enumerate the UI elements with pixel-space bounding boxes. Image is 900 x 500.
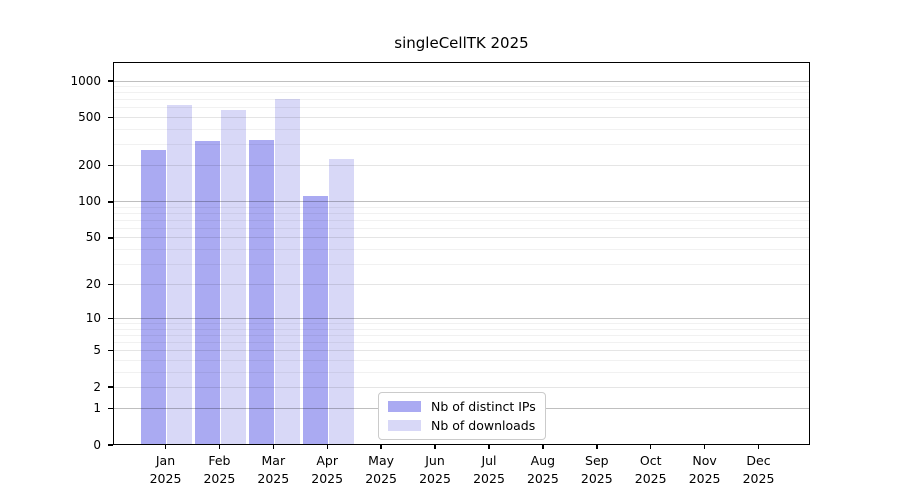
y-tick-label-2: 2 [93, 379, 101, 394]
y-tick-label-20: 20 [85, 277, 101, 292]
x-axis-label-mar: Mar 2025 [257, 453, 290, 486]
y-grid-line [113, 386, 810, 388]
x-tick [649, 445, 652, 449]
y-tick-label-1: 1 [93, 401, 101, 415]
chart-title: singleCellTK 2025 [394, 34, 529, 52]
legend-item-distinct-ips: Nb of distinct IPs [388, 398, 537, 414]
y-grid-line [113, 219, 810, 221]
bar-distinct-ips-feb [194, 140, 220, 445]
y-grid-line [113, 263, 810, 265]
y-tick [108, 283, 113, 286]
y-tick-label-0: 0 [93, 437, 101, 452]
x-tick [488, 445, 490, 449]
y-tick-label-1000: 1000 [70, 73, 101, 88]
y-tick [108, 80, 113, 82]
y-tick [108, 407, 113, 410]
y-grid-line [113, 323, 810, 325]
x-tick [380, 445, 382, 449]
legend-swatch-downloads [388, 419, 421, 431]
legend-label-distinct-ips: Nb of distinct IPs [431, 398, 536, 414]
y-grid-line [113, 371, 810, 373]
bar-downloads-apr [328, 159, 354, 445]
x-axis-label-dec: Dec 2025 [742, 453, 775, 486]
x-tick [326, 445, 328, 449]
y-grid-line [113, 350, 810, 352]
y-tick [108, 317, 113, 320]
y-grid-line [113, 284, 810, 286]
y-grid-line [113, 92, 810, 94]
x-tick [272, 445, 275, 449]
x-tick [542, 445, 544, 449]
x-axis-label-jul: Jul 2025 [473, 453, 505, 486]
x-axis-label-apr: Apr 2025 [311, 453, 344, 486]
y-tick-label-50: 50 [85, 230, 101, 245]
y-grid-line [113, 227, 810, 229]
y-grid-line [113, 359, 810, 361]
plot-area: Nb of distinct IPs Nb of downloads 0 1 2 5 1… [70, 62, 810, 486]
x-axis-label-nov: Nov 2025 [688, 453, 721, 486]
x-axis-label-aug: Aug 2025 [526, 453, 559, 486]
x-tick [596, 445, 598, 449]
bar-downloads-mar [274, 98, 300, 445]
y-grid-line [113, 128, 810, 130]
y-tick-label-10: 10 [85, 311, 101, 326]
y-tick [108, 349, 113, 352]
x-tick [757, 445, 760, 449]
legend: Nb of distinct IPs Nb of downloads [378, 392, 546, 440]
bar-distinct-ips-apr [302, 195, 328, 445]
y-grid-line [113, 201, 810, 203]
y-tick-label-100: 100 [78, 194, 101, 209]
y-grid-line [113, 117, 810, 118]
y-tick-label-500: 500 [78, 110, 101, 124]
legend-swatch-distinct-ips [388, 400, 421, 412]
y-grid-line [113, 165, 810, 167]
y-tick [108, 386, 113, 388]
x-axis-label-jan: Jan 2025 [149, 453, 182, 486]
y-grid-line [113, 328, 810, 330]
x-axis-label-jun: Jun 2025 [419, 453, 451, 486]
y-grid-line [113, 334, 810, 336]
y-grid-line [113, 143, 810, 145]
bar-downloads-feb [220, 110, 246, 445]
bar-distinct-ips-jan [141, 149, 166, 445]
x-tick [164, 445, 167, 449]
y-grid-line [113, 342, 810, 343]
y-grid-line [113, 99, 810, 101]
y-tick [108, 201, 113, 203]
x-axis-label-feb: Feb 2025 [203, 453, 236, 486]
y-tick [108, 164, 113, 167]
y-grid-line [113, 318, 810, 320]
x-axis-label-sep: Sep 2025 [580, 453, 613, 486]
y-tick-label-200: 200 [78, 158, 101, 173]
y-tick [108, 444, 113, 446]
x-tick [434, 445, 436, 449]
bar-distinct-ips-mar [248, 140, 274, 445]
y-tick [108, 116, 113, 119]
y-grid-line [113, 213, 810, 214]
bar-downloads-jan [167, 104, 192, 445]
y-grid-line [113, 107, 810, 109]
y-grid-line [113, 80, 810, 82]
x-tick [218, 445, 221, 449]
y-tick [108, 237, 113, 239]
y-grid-line [113, 248, 810, 250]
legend-label-downloads: Nb of downloads [431, 417, 536, 433]
x-axis-label-oct: Oct 2025 [634, 453, 667, 486]
x-axis-label-may: May 2025 [365, 453, 397, 486]
legend-item-downloads: Nb of downloads [388, 417, 537, 433]
x-tick [703, 445, 706, 449]
y-tick-label-5: 5 [93, 343, 101, 358]
y-grid-line [113, 206, 810, 208]
y-grid-line [113, 86, 810, 87]
y-grid-line [113, 237, 810, 239]
